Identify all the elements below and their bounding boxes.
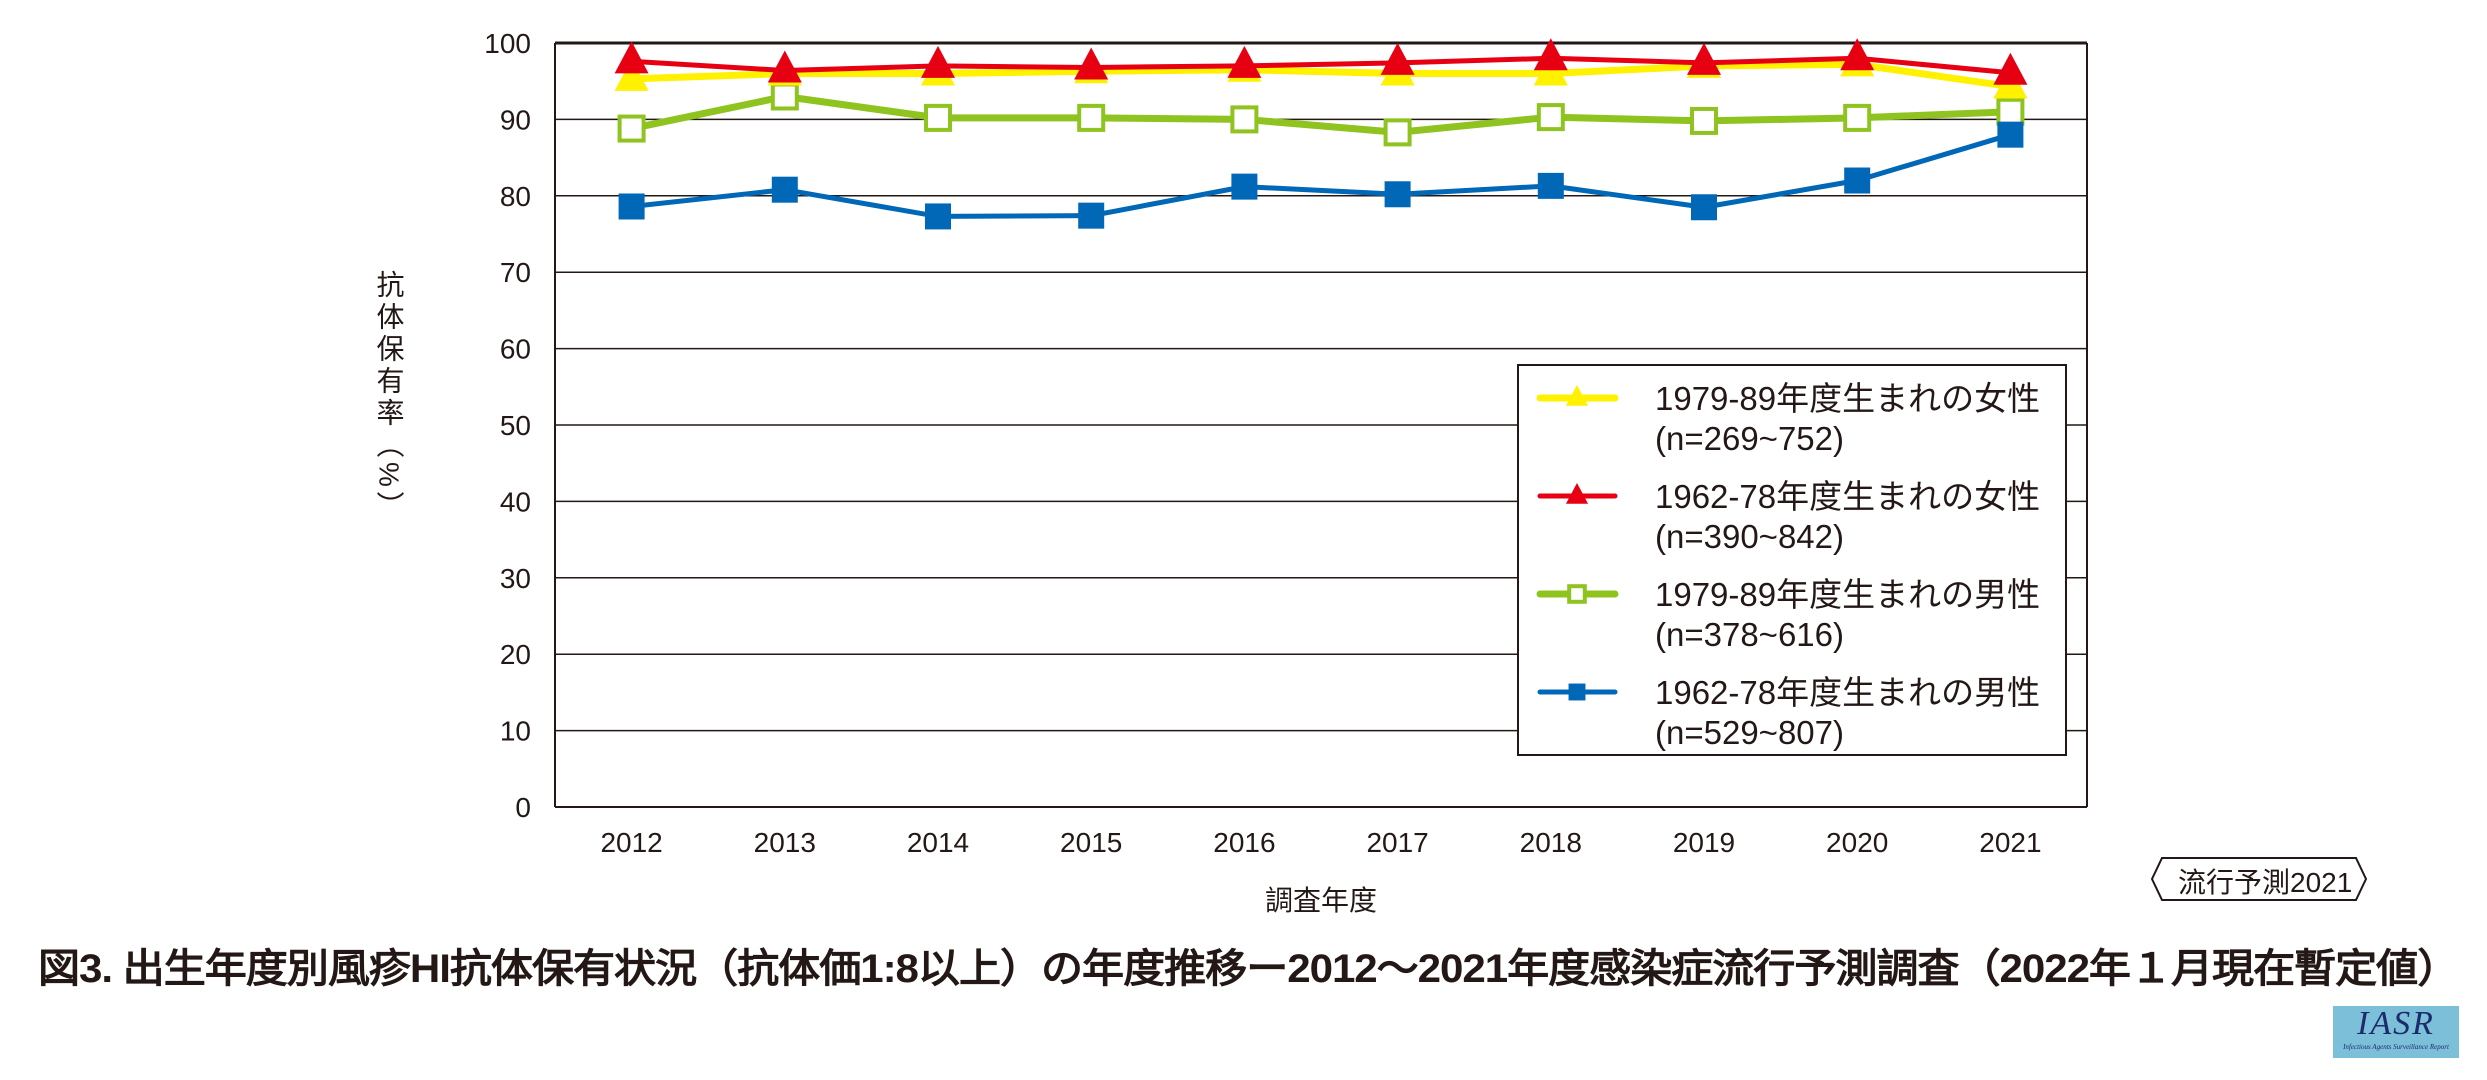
series-line <box>631 60 2011 91</box>
stamp-frame <box>2150 857 2368 901</box>
triangle-marker <box>921 45 955 78</box>
square-marker <box>618 193 645 220</box>
logo-subtitle: Infectious Agents Surveillance Report <box>2343 1043 2449 1051</box>
legend-item: 1979-89年度生まれの男性(n=378~616) <box>1536 576 2040 653</box>
legend-item: 1979-89年度生まれの女性(n=269~752) <box>1536 380 2040 457</box>
y-axis-label: 抗体保有率（%） <box>374 270 405 523</box>
legend-sample-size: (n=529~807) <box>1655 714 1844 751</box>
triangle-marker <box>1687 42 1721 75</box>
legend-sample-size: (n=378~616) <box>1655 616 1844 653</box>
series-line <box>630 92 2011 136</box>
triangle-marker <box>614 58 649 91</box>
legend-label: 1962-78年度生まれの男性 <box>1655 674 2040 711</box>
triangle-marker <box>614 41 649 74</box>
triangle-marker <box>1565 483 1589 504</box>
legend: 1979-89年度生まれの女性(n=269~752) 1962-78年度生まれの女… <box>1517 364 2067 756</box>
x-tick-label: 2012 <box>600 827 662 858</box>
legend-item: 1962-78年度生まれの男性(n=529~807) <box>1537 674 2040 751</box>
y-tick-label: 100 <box>484 28 531 59</box>
x-tick-label: 2013 <box>754 827 816 858</box>
open-square-marker <box>1690 106 1718 135</box>
y-tick-label: 90 <box>500 104 531 135</box>
y-tick-label: 50 <box>500 410 531 441</box>
legend-item: 1962-78年度生まれの女性(n=390~842) <box>1537 478 2040 555</box>
triangle-marker <box>1565 385 1589 406</box>
square-marker <box>1078 202 1105 229</box>
triangle-marker <box>1533 38 1568 71</box>
series-1 <box>614 38 2028 85</box>
x-tick-label: 2015 <box>1060 827 1122 858</box>
open-square-marker <box>1536 103 1565 132</box>
square-marker <box>1844 167 1871 194</box>
x-tick-label: 2016 <box>1213 827 1275 858</box>
x-tick-label: 2019 <box>1673 827 1735 858</box>
triangle-marker <box>1227 45 1262 78</box>
y-tick-label: 80 <box>500 181 531 212</box>
y-tick-label: 70 <box>500 257 531 288</box>
triangle-marker <box>1840 38 1875 71</box>
source-stamp: 流行予測2021 <box>2178 867 2353 898</box>
logo-title: IASR <box>2357 1005 2435 1042</box>
x-tick-label: 2021 <box>1979 827 2041 858</box>
y-tick-label: 40 <box>500 486 531 517</box>
legend-label: 1979-89年度生まれの男性 <box>1655 576 2040 613</box>
open-square-marker <box>1230 105 1259 134</box>
x-tick-label: 2014 <box>907 827 969 858</box>
square-marker <box>1691 194 1717 221</box>
square-marker <box>925 203 951 230</box>
square-marker <box>1384 181 1411 208</box>
iasr-logo: IASR Infectious Agents Surveillance Repo… <box>2333 1006 2459 1058</box>
legend-sample-size: (n=390~842) <box>1655 518 1844 555</box>
series-line <box>631 55 2011 76</box>
legend-label: 1979-89年度生まれの女性 <box>1655 380 2040 417</box>
open-square-marker <box>1567 584 1587 604</box>
square-marker <box>1568 683 1586 701</box>
x-tick-label: 2017 <box>1366 827 1428 858</box>
triangle-marker <box>1380 42 1415 75</box>
open-square-marker <box>1383 118 1412 147</box>
y-tick-label: 0 <box>515 792 531 823</box>
open-square-marker <box>1077 103 1106 132</box>
series-3 <box>618 121 2024 230</box>
y-tick-label: 60 <box>500 334 531 365</box>
open-square-marker <box>617 114 646 143</box>
series-line <box>631 132 2012 219</box>
triangle-marker <box>1993 52 2028 85</box>
open-square-marker <box>1843 103 1872 132</box>
square-marker <box>1231 173 1258 200</box>
figure-caption: 図3. 出生年度別風疹HI抗体保有状況（抗体価1:8以上）の年度推移ー2012〜… <box>38 947 2459 991</box>
triangle-marker <box>1074 47 1109 80</box>
open-square-marker <box>770 82 799 111</box>
open-square-marker <box>1996 97 2025 126</box>
square-marker <box>771 176 798 203</box>
x-axis-label: 調査年度 <box>1265 885 1377 916</box>
legend-sample-size: (n=269~752) <box>1655 420 1844 457</box>
y-tick-label: 10 <box>500 716 531 747</box>
square-marker <box>1537 172 1564 199</box>
y-tick-label: 30 <box>500 563 531 594</box>
triangle-marker <box>767 50 802 83</box>
square-marker <box>1997 121 2024 148</box>
x-tick-label: 2018 <box>1520 827 1582 858</box>
legend-label: 1962-78年度生まれの女性 <box>1655 478 2040 515</box>
series-2 <box>617 82 2025 147</box>
open-square-marker <box>924 103 952 132</box>
x-tick-label: 2020 <box>1826 827 1888 858</box>
y-tick-label: 20 <box>500 639 531 670</box>
